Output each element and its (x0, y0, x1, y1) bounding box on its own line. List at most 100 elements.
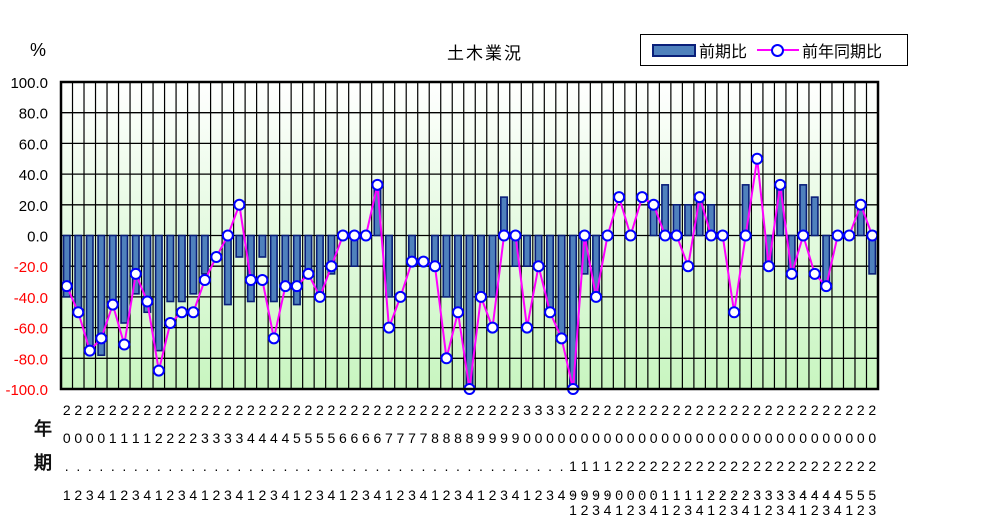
bar-qoq (143, 234, 152, 314)
x-tick-label: 4 (650, 502, 658, 518)
x-tick-label: . (732, 482, 736, 498)
x-tick-label: . (502, 458, 506, 474)
x-tick-label: 2 (339, 402, 347, 418)
x-tick-label: 0 (558, 430, 566, 446)
x-tick-label: 0 (581, 430, 589, 446)
marker-yoy (831, 229, 844, 242)
marker-yoy (106, 298, 119, 311)
x-tick-label: 3 (316, 487, 324, 503)
x-tick-label: . (341, 458, 345, 474)
marker-yoy (843, 229, 856, 242)
x-tick-label: 5 (305, 430, 313, 446)
x-tick-label: 2 (443, 402, 451, 418)
x-tick-label: 4 (696, 502, 704, 518)
x-tick-label: 0 (86, 430, 94, 446)
x-tick-label: 0 (707, 430, 715, 446)
x-tick-label: 2 (535, 487, 543, 503)
x-tick-label: 1 (592, 458, 600, 474)
x-tick-label: . (65, 458, 69, 474)
x-tick-label: 4 (328, 487, 336, 503)
marker-yoy (751, 152, 764, 165)
x-tick-label: 2 (74, 402, 82, 418)
x-tick-label: . (237, 458, 241, 474)
x-tick-label: 6 (351, 430, 359, 446)
marker-yoy (371, 178, 384, 191)
x-tick-label: 0 (684, 430, 692, 446)
x-tick-label: 2 (120, 487, 128, 503)
x-tick-label: 3 (86, 487, 94, 503)
x-tick-label: . (456, 458, 460, 474)
bar-qoq (166, 234, 175, 303)
bar-qoq (74, 234, 83, 314)
x-tick-label: 2 (719, 458, 727, 474)
x-tick-label: 9 (477, 430, 485, 446)
marker-yoy (451, 306, 464, 319)
x-tick-label: 2 (500, 402, 508, 418)
x-tick-label: 2 (730, 402, 738, 418)
bar-qoq (62, 234, 71, 298)
x-tick-label: 5 (293, 430, 301, 446)
x-tick-label: 4 (270, 430, 278, 446)
x-tick-label: 1 (120, 430, 128, 446)
x-tick-label: 2 (822, 402, 830, 418)
y-tick-label: -80.0 (14, 351, 48, 368)
x-tick-label: 0 (696, 430, 704, 446)
x-tick-label: 1 (132, 430, 140, 446)
x-tick-label: 2 (707, 487, 715, 503)
x-tick-label: 4 (258, 430, 266, 446)
x-tick-label: 0 (569, 430, 577, 446)
x-tick-label: 2 (753, 458, 761, 474)
x-tick-label: 4 (834, 487, 842, 503)
x-tick-label: 6 (339, 430, 347, 446)
x-tick-label: 4 (811, 487, 819, 503)
x-tick-label: . (767, 482, 771, 498)
x-tick-label: 2 (247, 402, 255, 418)
x-tick-label: . (571, 482, 575, 498)
x-tick-label: 0 (834, 430, 842, 446)
x-tick-label: 5 (328, 430, 336, 446)
x-tick-label: . (813, 482, 817, 498)
x-tick-label: 1 (247, 487, 255, 503)
bar-qoq (684, 204, 693, 237)
x-tick-label: . (76, 458, 80, 474)
bar-qoq (269, 234, 278, 303)
bar-qoq (810, 196, 819, 237)
x-tick-label: 0 (63, 430, 71, 446)
x-tick-label: 2 (86, 402, 94, 418)
x-tick-label: 4 (822, 487, 830, 503)
marker-yoy (521, 321, 534, 334)
x-tick-label: 4 (235, 487, 243, 503)
x-tick-label: 2 (143, 402, 151, 418)
y-tick-label: 100.0 (10, 75, 48, 92)
x-tick-label: 0 (661, 430, 669, 446)
x-tick-label: 2 (581, 502, 589, 518)
bar-qoq (223, 234, 232, 306)
x-tick-label: 3 (523, 402, 531, 418)
x-tick-label: 3 (362, 487, 370, 503)
x-tick-label: 1 (569, 458, 577, 474)
x-tick-label: . (698, 482, 702, 498)
bar-qoq (453, 234, 463, 314)
marker-yoy (797, 229, 810, 242)
y-tick-label: -40.0 (14, 290, 48, 307)
x-tick-label: 4 (143, 487, 151, 503)
bar-qoq (281, 234, 290, 287)
x-tick-label: 1 (569, 502, 577, 518)
marker-yoy (774, 178, 787, 191)
x-tick-label: 2 (684, 402, 692, 418)
x-tick-label: 2 (293, 402, 301, 418)
x-tick-label: 2 (443, 487, 451, 503)
x-tick-label: 2 (730, 458, 738, 474)
bar-qoq (523, 234, 532, 268)
marker-yoy (405, 255, 418, 268)
x-tick-label: 6 (362, 430, 370, 446)
marker-yoy (267, 332, 280, 345)
x-tick-label: 3 (224, 487, 232, 503)
bar-qoq (189, 234, 198, 295)
marker-yoy (739, 229, 752, 242)
x-tick-label: 2 (408, 402, 416, 418)
x-tick-label: 2 (155, 430, 163, 446)
x-tick-label: 2 (615, 402, 623, 418)
x-tick-label: 5 (845, 487, 853, 503)
x-tick-label: 0 (776, 430, 784, 446)
